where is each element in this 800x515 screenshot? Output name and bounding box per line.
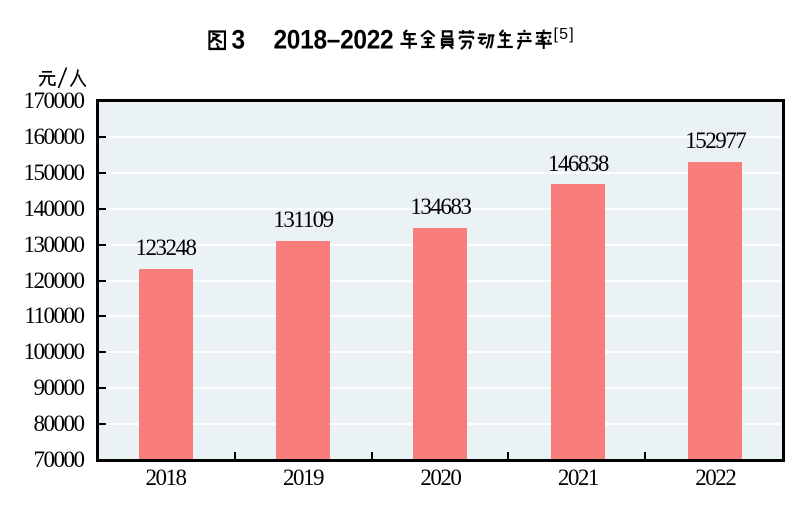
svg-text:[5]: [5] xyxy=(554,26,575,43)
svg-text:3: 3 xyxy=(232,26,246,55)
svg-text:2018–2022: 2018–2022 xyxy=(274,26,394,55)
